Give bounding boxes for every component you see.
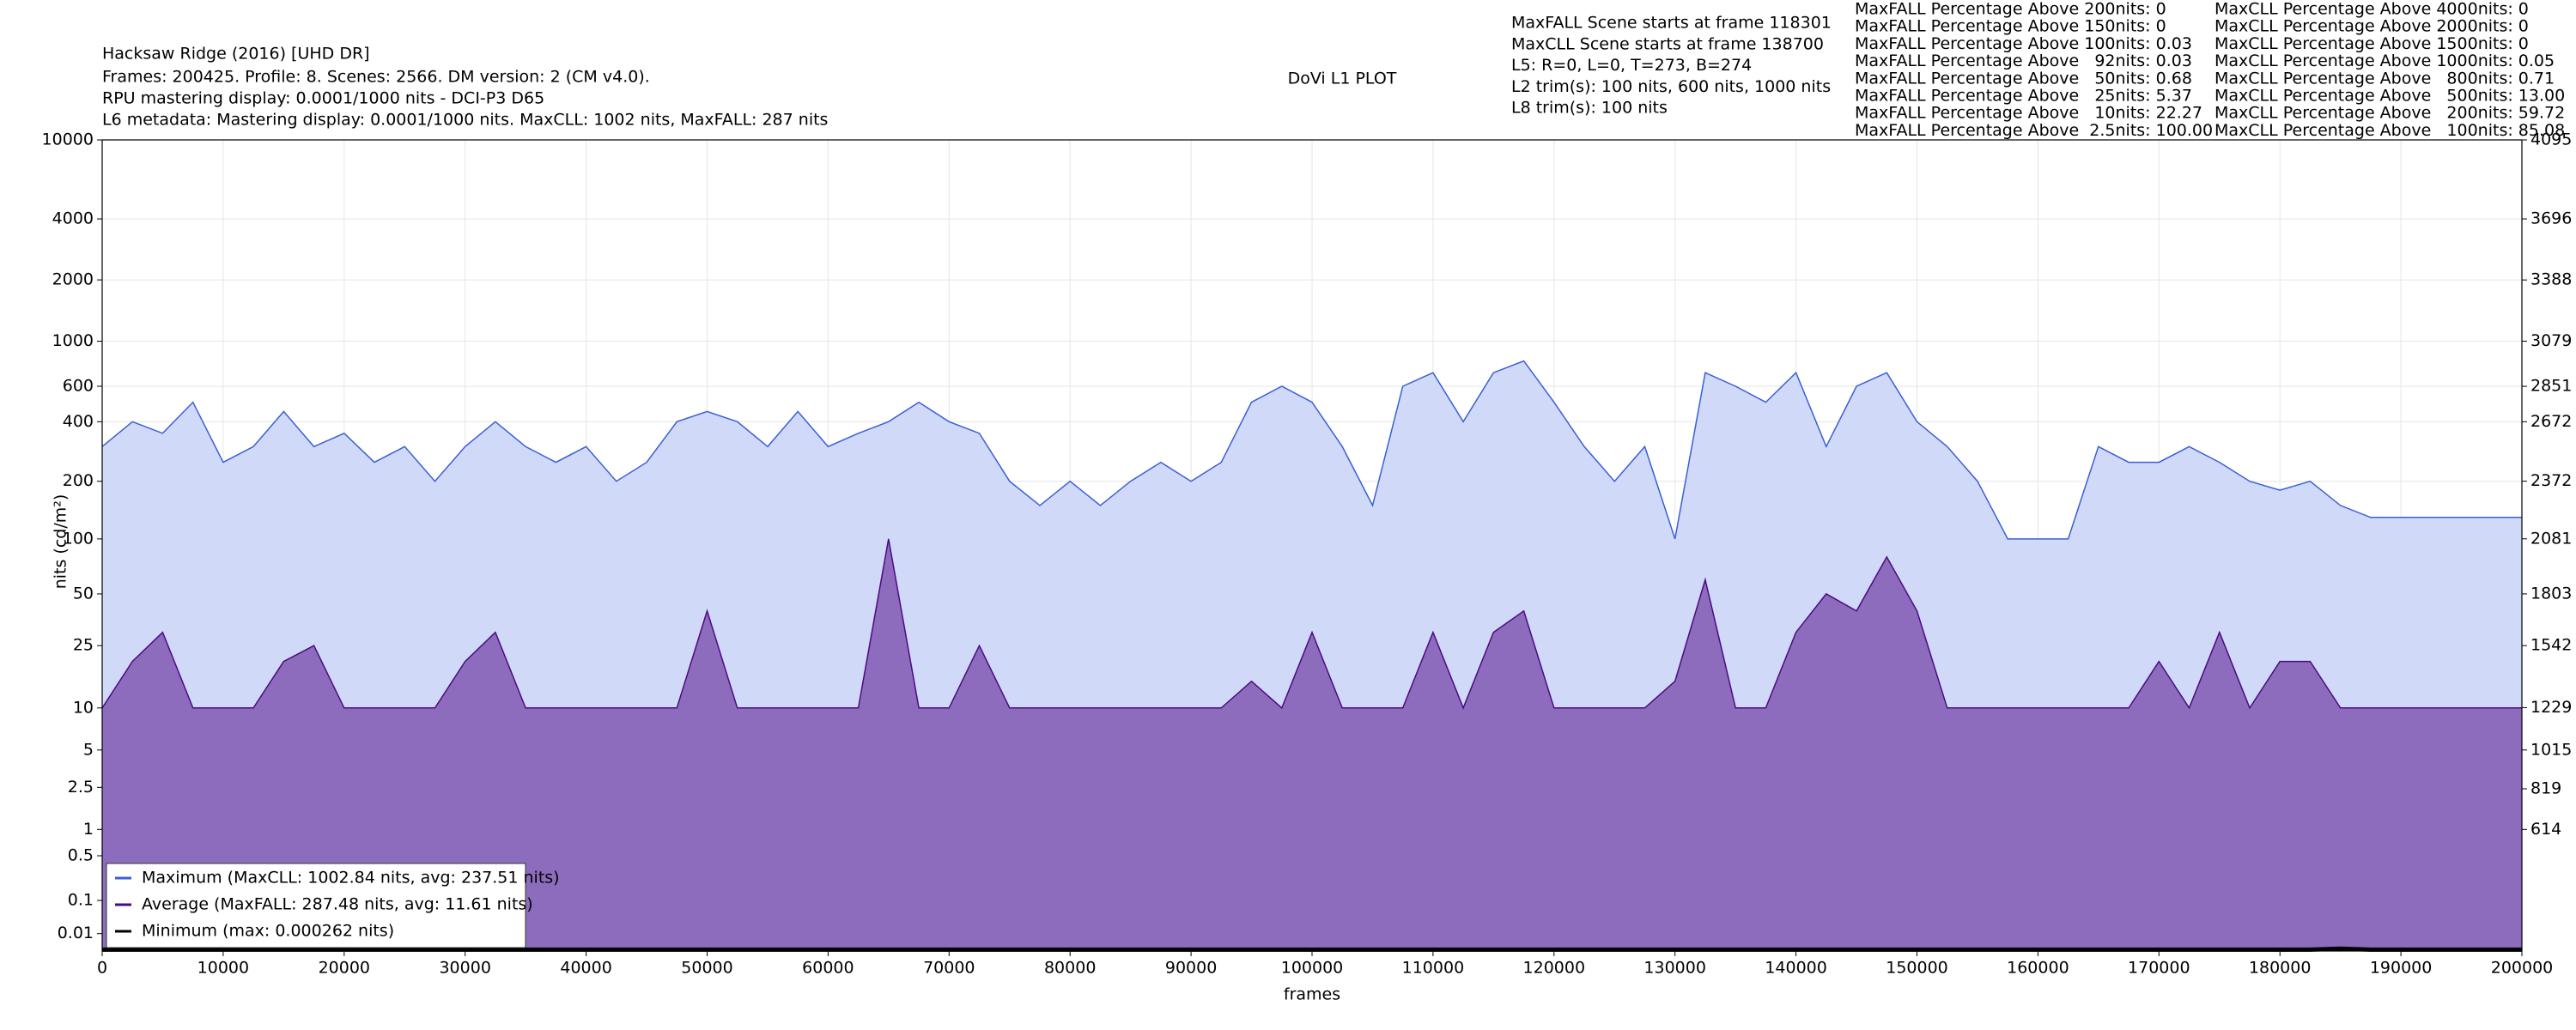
y-tick-label: 600 [63, 377, 94, 396]
y-tick-label: 0.01 [58, 924, 94, 942]
x-tick-label: 30000 [439, 959, 490, 978]
x-tick-label: 190000 [2370, 959, 2433, 978]
y2-tick-label: 3388 [2530, 270, 2572, 289]
plot-title: DoVi L1 PLOT [1288, 70, 1397, 88]
legend-box [106, 863, 526, 948]
header-line: Frames: 200425. Profile: 8. Scenes: 2566… [102, 68, 650, 87]
maxcll-percentage: MaxCLL Percentage Above 1000nits: 0.05 [2215, 52, 2555, 70]
maxfall-percentage: MaxFALL Percentage Above 150nits: 0 [1855, 17, 2166, 36]
area [102, 538, 2522, 951]
y2-tick-label: 1542 [2530, 636, 2572, 655]
series-line [101, 538, 2522, 710]
x-tick-label: 60000 [802, 959, 854, 978]
maxcll-percentage: MaxCLL Percentage Above 2000nits: 0 [2215, 17, 2529, 36]
y-tick-label: 4000 [52, 209, 94, 228]
y2-tick-label: 1803 [2530, 584, 2572, 603]
maxcll-percentage: MaxCLL Percentage Above 200nits: 59.72 [2215, 104, 2565, 123]
maxfall-percentage: MaxFALL Percentage Above 50nits: 0.68 [1855, 69, 2192, 88]
legend: Maximum (MaxCLL: 1002.84 nits, avg: 237.… [106, 863, 560, 948]
y2-tick-label: 3696 [2530, 209, 2572, 228]
legend-label: Minimum (max: 0.000262 nits) [142, 922, 394, 941]
x-tick-label: 180000 [2249, 959, 2312, 978]
plot-frame [101, 139, 2523, 952]
y2-tick-label: 2672 [2530, 412, 2572, 431]
x-tick-label: 70000 [923, 959, 975, 978]
x-tick-label: 20000 [319, 959, 370, 978]
info-line: L2 trim(s): 100 nits, 600 nits, 1000 nit… [1511, 77, 1831, 96]
maxcll-percentage: MaxCLL Percentage Above 100nits: 85.08 [2215, 121, 2565, 140]
maxfall-percentage: MaxFALL Percentage Above 10nits: 22.27 [1855, 104, 2202, 123]
y2-tick-label: 4095 [2530, 130, 2572, 149]
y-tick-label: 0.5 [68, 846, 94, 865]
y2-tick-label: 3079 [2530, 331, 2572, 350]
y-tick-label: 2000 [52, 270, 94, 289]
x-tick-label: 170000 [2128, 959, 2190, 978]
header-line: RPU mastering display: 0.0001/1000 nits … [102, 89, 544, 108]
info-line: L5: R=0, L=0, T=273, B=274 [1511, 56, 1752, 75]
y-tick-label: 1 [83, 820, 94, 839]
y2-tick-label: 614 [2530, 820, 2561, 839]
maxcll-percentage: MaxCLL Percentage Above 4000nits: 0 [2215, 0, 2529, 19]
x-tick-label: 100000 [1281, 959, 1344, 978]
y2-tick-label: 1229 [2530, 698, 2572, 717]
x-tick-label: 80000 [1044, 959, 1096, 978]
y2-tick-label: 1015 [2530, 740, 2572, 759]
y-tick-label: 100 [63, 529, 94, 548]
y2-tick-label: 2372 [2530, 471, 2572, 490]
series-line [101, 360, 2522, 540]
y-tick-label: 200 [63, 471, 94, 490]
x-tick-label: 0 [97, 959, 107, 978]
maxfall-percentage: MaxFALL Percentage Above 92nits: 0.03 [1855, 52, 2192, 70]
y-tick-label: 2.5 [68, 778, 94, 797]
series-line [102, 946, 2522, 952]
x-tick-label: 50000 [681, 959, 732, 978]
x-tick-label: 10000 [197, 959, 249, 978]
maxcll-percentage: MaxCLL Percentage Above 500nits: 13.00 [2215, 87, 2565, 106]
y-tick-label: 10 [73, 698, 94, 717]
legend-label: Maximum (MaxCLL: 1002.84 nits, avg: 237.… [142, 869, 560, 888]
y-tick-label: 400 [63, 412, 94, 431]
header-line: L6 metadata: Mastering display: 0.0001/1… [102, 111, 828, 130]
y-tick-label: 5 [83, 740, 94, 759]
y-tick-label: 0.1 [68, 891, 94, 910]
y-axis-label: nits (cd/m²) [52, 494, 70, 590]
y-tick-label: 25 [73, 636, 94, 655]
info-line: MaxFALL Scene starts at frame 118301 [1511, 14, 1832, 33]
y-tick-label: 10000 [42, 130, 94, 149]
x-tick-label: 110000 [1402, 959, 1465, 978]
x-tick-label: 120000 [1523, 959, 1586, 978]
title: Hacksaw Ridge (2016) [UHD DR] [102, 45, 370, 64]
x-tick-label: 40000 [560, 959, 611, 978]
x-axis-label: frames [1284, 985, 1340, 1004]
y2-tick-label: 819 [2530, 779, 2561, 798]
maxfall-percentage: MaxFALL Percentage Above 25nits: 5.37 [1855, 87, 2192, 106]
x-tick-label: 150000 [1886, 959, 1948, 978]
y2-tick-label: 2081 [2530, 529, 2572, 548]
info-line: L8 trim(s): 100 nits [1511, 99, 1668, 118]
y2-tick-label: 2851 [2530, 377, 2572, 396]
y-tick-label: 1000 [52, 331, 94, 350]
y-tick-label: 50 [73, 584, 94, 603]
info-line: MaxCLL Scene starts at frame 138700 [1511, 34, 1824, 53]
x-tick-label: 160000 [2007, 959, 2069, 978]
x-tick-label: 130000 [1643, 959, 1706, 978]
maxfall-percentage: MaxFALL Percentage Above 100nits: 0.03 [1855, 34, 2192, 53]
maxcll-percentage: MaxCLL Percentage Above 800nits: 0.71 [2215, 69, 2555, 88]
x-tick-label: 90000 [1165, 959, 1217, 978]
x-tick-label: 140000 [1765, 959, 1827, 978]
maxfall-percentage: MaxFALL Percentage Above 2.5nits: 100.00 [1855, 121, 2213, 140]
legend-label: Average (MaxFALL: 287.48 nits, avg: 11.6… [142, 895, 533, 914]
x-tick-label: 200000 [2491, 959, 2554, 978]
maxcll-percentage: MaxCLL Percentage Above 1500nits: 0 [2215, 34, 2529, 53]
maxfall-percentage: MaxFALL Percentage Above 200nits: 0 [1855, 0, 2166, 19]
